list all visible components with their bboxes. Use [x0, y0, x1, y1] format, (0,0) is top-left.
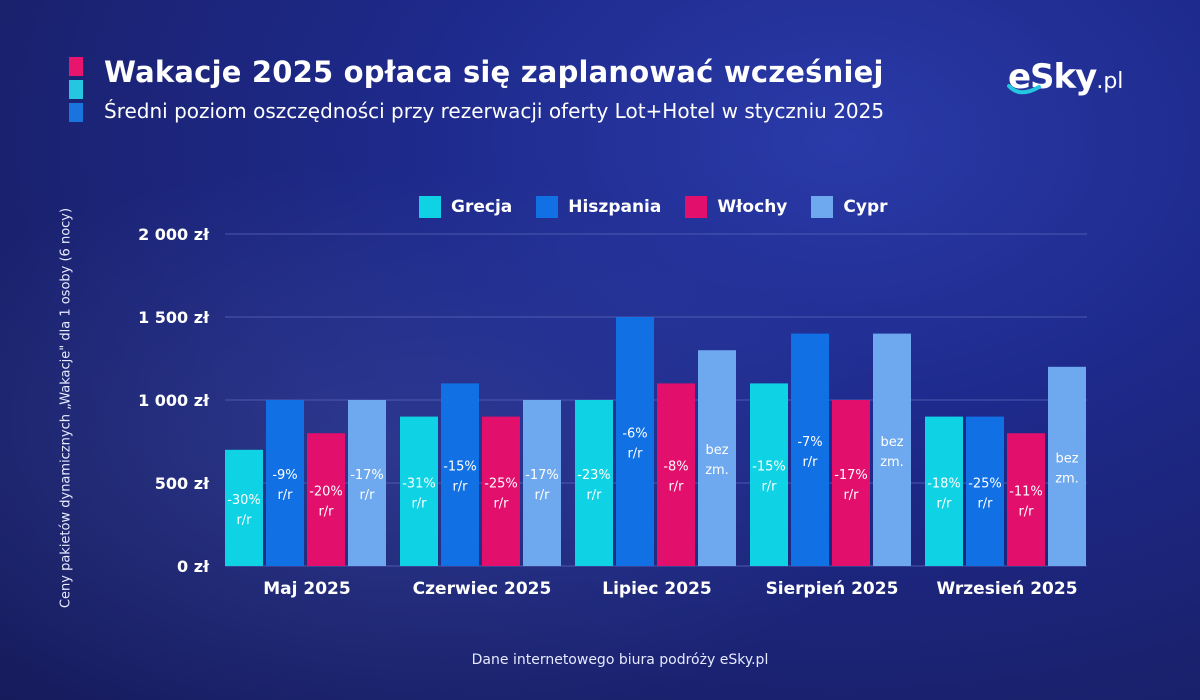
data-label: r/r [1018, 505, 1034, 520]
bar-włochy [657, 383, 695, 566]
data-label: -17% [525, 468, 559, 483]
x-tick-label: Wrzesień 2025 [936, 579, 1077, 599]
accent-bar-cyan [69, 80, 83, 99]
data-label: r/r [802, 455, 818, 470]
bar-hiszpania [791, 333, 829, 566]
y-tick-label: 500 zł [155, 474, 210, 493]
data-label: bez [705, 443, 728, 458]
data-label: zm. [705, 463, 729, 478]
bar-cypr [873, 333, 911, 566]
bar-hiszpania [616, 317, 654, 566]
legend-item-włochy: Włochy [685, 196, 787, 218]
bar-włochy [1007, 433, 1045, 566]
bar-hiszpania [441, 383, 479, 566]
x-tick-label: Sierpień 2025 [766, 579, 899, 599]
x-tick-label: Maj 2025 [263, 579, 350, 599]
data-label: -30% [227, 493, 261, 508]
data-label: r/r [236, 513, 252, 528]
x-tick-label: Czerwiec 2025 [413, 579, 552, 599]
bar-grecja [225, 449, 263, 566]
data-label: r/r [977, 496, 993, 511]
legend-label: Cypr [843, 197, 888, 217]
data-label: r/r [586, 488, 602, 503]
data-label: -9% [272, 468, 297, 483]
bar-grecja [575, 400, 613, 566]
legend-swatch [419, 196, 441, 218]
bar-cypr [523, 400, 561, 566]
data-label: -8% [663, 460, 688, 475]
data-label: -20% [309, 485, 343, 500]
data-label: r/r [359, 488, 375, 503]
y-tick-label: 1 500 zł [138, 308, 210, 327]
data-label: zm. [880, 455, 904, 470]
legend-swatch [811, 196, 834, 218]
y-tick-label: 2 000 zł [138, 225, 210, 244]
logo-swoosh-icon [1007, 84, 1041, 95]
data-label: -15% [443, 460, 477, 475]
data-label: -6% [622, 427, 647, 442]
bar-hiszpania [966, 416, 1004, 566]
data-label: -17% [834, 468, 868, 483]
data-label: -17% [350, 468, 384, 483]
data-label: r/r [411, 496, 427, 511]
legend-label: Hiszpania [568, 197, 662, 217]
data-label: -31% [402, 476, 436, 491]
bar-grecja [400, 416, 438, 566]
page-title: Wakacje 2025 opłaca się zaplanować wcześ… [104, 55, 884, 89]
source-note: Dane internetowego biura podróży eSky.pl [471, 652, 769, 668]
data-label: r/r [277, 488, 293, 503]
legend-label: Włochy [717, 197, 788, 217]
data-label: r/r [493, 496, 509, 511]
data-label: r/r [761, 480, 777, 495]
legend-swatch [536, 196, 559, 218]
accent-bars [69, 57, 83, 126]
x-tick-label: Lipiec 2025 [602, 579, 712, 599]
data-label: r/r [668, 480, 684, 495]
bar-cypr [1048, 366, 1086, 566]
accent-bar-blue [69, 103, 83, 122]
logo-suffix-text: .pl [1096, 69, 1124, 94]
legend-item-cypr: Cypr [811, 196, 888, 218]
bar-grecja [925, 416, 963, 566]
data-label: bez [880, 435, 903, 450]
bar-włochy [482, 416, 520, 566]
data-label: r/r [936, 496, 952, 511]
bar-włochy [307, 433, 345, 566]
data-label: r/r [843, 488, 859, 503]
bar-włochy [832, 400, 870, 566]
legend-item-grecja: Grecja [419, 196, 512, 218]
data-label: zm. [1055, 471, 1079, 486]
bar-cypr [698, 350, 736, 566]
data-label: -23% [577, 468, 611, 483]
y-tick-label: 0 zł [177, 557, 210, 576]
bar-cypr [348, 400, 386, 566]
bar-hiszpania [266, 400, 304, 566]
data-label: -7% [797, 435, 822, 450]
data-label: r/r [534, 488, 550, 503]
data-label: -25% [968, 476, 1002, 491]
bar-grecja [750, 383, 788, 566]
data-label: bez [1055, 451, 1078, 466]
data-label: -18% [927, 476, 961, 491]
page-subtitle: Średni poziom oszczędności przy rezerwac… [104, 99, 885, 123]
legend-label: Grecja [451, 197, 513, 217]
data-label: r/r [452, 480, 468, 495]
accent-bar-pink [69, 57, 83, 76]
legend-item-hiszpania: Hiszpania [536, 196, 661, 218]
data-label: r/r [318, 505, 334, 520]
legend-swatch [685, 196, 708, 218]
data-label: -15% [752, 460, 786, 475]
data-label: r/r [627, 447, 643, 462]
data-label: -25% [484, 476, 518, 491]
y-tick-label: 1 000 zł [138, 391, 210, 410]
chart-legend: Grecja Hiszpania Włochy Cypr [419, 194, 912, 220]
data-label: -11% [1009, 485, 1043, 500]
